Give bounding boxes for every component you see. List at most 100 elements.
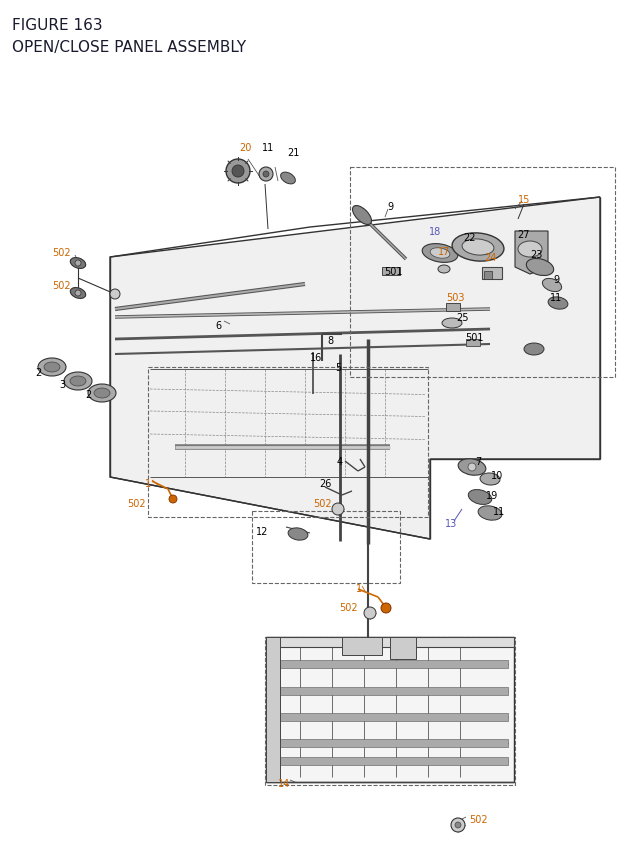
Ellipse shape	[94, 388, 110, 399]
Ellipse shape	[526, 259, 554, 276]
Ellipse shape	[518, 242, 542, 257]
Text: 9: 9	[387, 201, 393, 212]
Ellipse shape	[524, 344, 544, 356]
Text: 6: 6	[215, 320, 221, 331]
Circle shape	[110, 289, 120, 300]
Text: 13: 13	[445, 518, 457, 529]
Bar	[272, 757, 508, 765]
Text: 20: 20	[239, 143, 251, 152]
Ellipse shape	[542, 279, 562, 292]
Circle shape	[169, 495, 177, 504]
Bar	[148, 368, 428, 517]
Bar	[266, 637, 514, 782]
Text: 1: 1	[356, 583, 362, 593]
Bar	[446, 304, 460, 312]
Bar	[482, 268, 502, 280]
Text: 27: 27	[516, 230, 529, 239]
Ellipse shape	[480, 474, 500, 486]
Ellipse shape	[468, 490, 492, 505]
Ellipse shape	[88, 385, 116, 403]
Circle shape	[451, 818, 465, 832]
Bar	[466, 339, 480, 347]
Circle shape	[75, 261, 81, 267]
Text: 23: 23	[530, 250, 542, 260]
Text: 5: 5	[335, 362, 341, 373]
Ellipse shape	[442, 319, 462, 329]
Circle shape	[232, 166, 244, 177]
Bar	[342, 637, 382, 655]
Bar	[484, 272, 492, 280]
Text: 10: 10	[491, 470, 503, 480]
Text: 11: 11	[550, 293, 562, 303]
Bar	[272, 687, 508, 695]
Ellipse shape	[458, 459, 486, 475]
Bar	[272, 713, 508, 722]
Circle shape	[468, 463, 476, 472]
Text: 503: 503	[445, 293, 464, 303]
Bar	[272, 739, 508, 747]
Text: 25: 25	[456, 313, 468, 323]
Ellipse shape	[462, 239, 494, 256]
Text: 502: 502	[339, 603, 357, 612]
Circle shape	[381, 604, 391, 613]
Circle shape	[455, 822, 461, 828]
Ellipse shape	[280, 173, 296, 184]
Text: 2: 2	[85, 389, 91, 400]
Text: 18: 18	[429, 226, 441, 237]
Ellipse shape	[452, 233, 504, 262]
Ellipse shape	[353, 207, 371, 226]
Polygon shape	[515, 232, 548, 275]
Text: 501: 501	[465, 332, 483, 343]
Text: 19: 19	[486, 491, 498, 500]
Ellipse shape	[478, 506, 502, 521]
Text: 11: 11	[262, 143, 274, 152]
Circle shape	[364, 607, 376, 619]
Text: 501: 501	[384, 267, 403, 276]
Ellipse shape	[44, 362, 60, 373]
Text: 24: 24	[484, 253, 496, 263]
Text: 11: 11	[493, 506, 505, 517]
Text: 3: 3	[59, 380, 65, 389]
Text: 22: 22	[463, 232, 476, 243]
Text: 12: 12	[256, 526, 268, 536]
Text: 2: 2	[35, 368, 41, 378]
Polygon shape	[110, 198, 600, 539]
Text: 15: 15	[518, 195, 530, 205]
Bar	[350, 168, 615, 378]
Bar	[272, 660, 508, 668]
Bar	[390, 637, 416, 660]
Text: 502: 502	[313, 499, 332, 508]
Ellipse shape	[548, 298, 568, 310]
Ellipse shape	[70, 258, 86, 269]
Text: 14: 14	[278, 778, 290, 788]
Text: 502: 502	[52, 281, 70, 291]
Bar	[265, 637, 515, 785]
Text: 8: 8	[327, 336, 333, 345]
Text: FIGURE 163: FIGURE 163	[12, 18, 102, 33]
Circle shape	[75, 291, 81, 297]
Circle shape	[332, 504, 344, 516]
Ellipse shape	[430, 249, 450, 259]
Ellipse shape	[64, 373, 92, 391]
Text: 17: 17	[438, 247, 450, 257]
Text: 7: 7	[475, 456, 481, 467]
Bar	[252, 511, 400, 583]
Text: 26: 26	[319, 479, 331, 488]
Text: 4: 4	[337, 456, 343, 467]
Ellipse shape	[288, 529, 308, 541]
Text: 16: 16	[310, 353, 322, 362]
Circle shape	[259, 168, 273, 182]
Polygon shape	[266, 637, 280, 782]
Text: OPEN/CLOSE PANEL ASSEMBLY: OPEN/CLOSE PANEL ASSEMBLY	[12, 40, 246, 55]
Text: 1: 1	[145, 479, 151, 488]
Circle shape	[263, 172, 269, 177]
Text: 9: 9	[553, 275, 559, 285]
Polygon shape	[266, 637, 514, 647]
Text: 21: 21	[287, 148, 299, 158]
Ellipse shape	[422, 245, 458, 263]
Text: 502: 502	[468, 814, 487, 824]
Text: 502: 502	[127, 499, 145, 508]
Ellipse shape	[70, 376, 86, 387]
Text: 502: 502	[52, 248, 70, 257]
Ellipse shape	[70, 288, 86, 299]
